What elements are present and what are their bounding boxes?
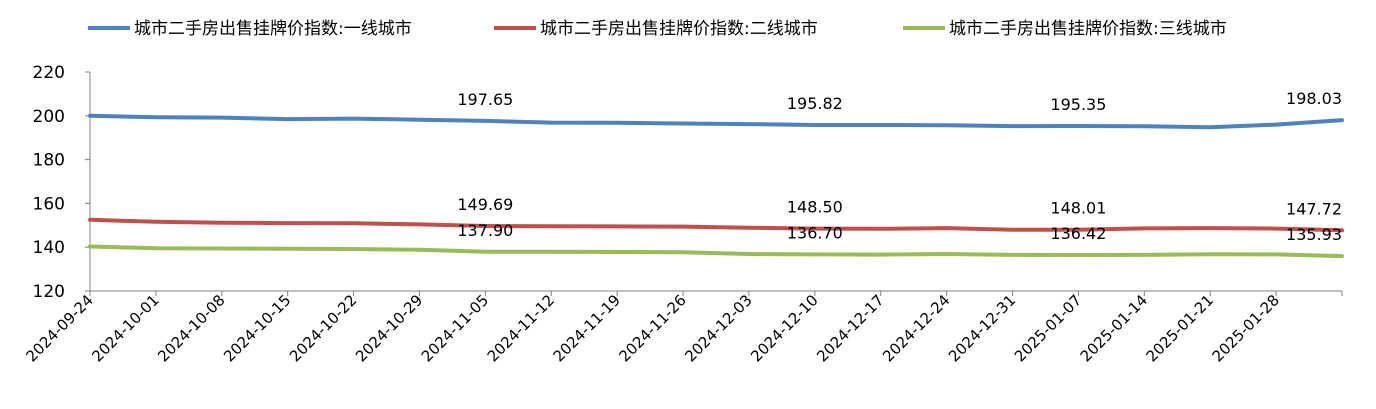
x-tick-label: 2025-01-21 — [1143, 291, 1217, 365]
x-tick-label: 2025-01-28 — [1209, 291, 1283, 365]
data-label: 135.93 — [1286, 225, 1342, 244]
data-label: 148.01 — [1050, 199, 1106, 218]
data-label: 195.35 — [1050, 95, 1106, 114]
series-line-1 — [88, 113, 1344, 130]
x-tick-label: 2025-01-07 — [1011, 291, 1085, 365]
y-tick-label: 160 — [33, 194, 65, 214]
axes: 1201401601802002202024-09-242024-10-0120… — [22, 63, 1343, 365]
data-label: 197.65 — [457, 90, 513, 109]
data-label: 136.70 — [787, 223, 843, 242]
x-tick-label: 2024-10-15 — [220, 291, 294, 365]
data-label: 136.42 — [1050, 224, 1106, 243]
x-tick-label: 2024-12-10 — [747, 291, 821, 365]
series-line-2 — [88, 217, 1344, 233]
data-label: 198.03 — [1286, 89, 1342, 108]
x-tick-label: 2024-09-24 — [22, 291, 96, 365]
x-tick-label: 2024-11-26 — [616, 291, 690, 365]
x-tick-label: 2024-10-29 — [352, 291, 426, 365]
x-tick-label: 2024-12-17 — [813, 291, 887, 365]
series-line-3 — [88, 244, 1344, 259]
legend-label-2: 城市二手房出售挂牌价指数:二线城市 — [540, 19, 818, 39]
data-label: 147.72 — [1286, 199, 1342, 218]
data-label: 195.82 — [787, 94, 843, 113]
legend-label-1: 城市二手房出售挂牌价指数:一线城市 — [134, 19, 412, 39]
data-labels: 197.65 195.82 195.35 198.03 149.69 148.50 148.… — [457, 89, 1342, 244]
x-tick-label: 2025-01-14 — [1077, 291, 1151, 365]
legend-label-3: 城市二手房出售挂牌价指数:三线城市 — [949, 19, 1227, 39]
x-tick-label: 2024-10-22 — [286, 291, 360, 365]
x-tick-label: 2024-12-24 — [879, 291, 953, 365]
series-lines — [88, 113, 1344, 259]
y-tick-label: 200 — [33, 107, 65, 127]
data-label: 149.69 — [457, 195, 513, 214]
y-tick-label: 180 — [33, 151, 65, 171]
x-tick-label: 2024-11-05 — [418, 291, 492, 365]
x-tick-label: 2024-10-08 — [154, 291, 228, 365]
x-tick-label: 2024-12-03 — [681, 291, 755, 365]
x-tick-label: 2024-12-31 — [945, 291, 1019, 365]
y-tick-label: 220 — [33, 63, 65, 83]
x-tick-label: 2024-11-12 — [484, 291, 558, 365]
y-tick-label: 120 — [33, 282, 65, 302]
y-tick-label: 140 — [33, 238, 65, 258]
data-label: 137.90 — [457, 221, 513, 240]
x-tick-label: 2024-10-01 — [88, 291, 162, 365]
legend: 城市二手房出售挂牌价指数:一线城市 城市二手房出售挂牌价指数:二线城市 城市二手房出… — [88, 19, 1227, 39]
data-label: 148.50 — [787, 198, 843, 217]
x-tick-label: 2024-11-19 — [550, 291, 624, 365]
